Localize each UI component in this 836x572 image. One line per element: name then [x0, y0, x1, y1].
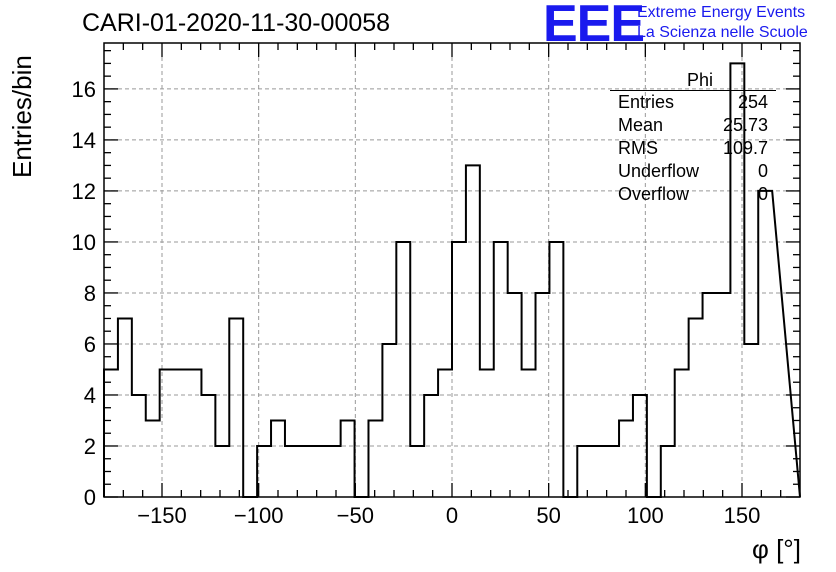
stats-label: Overflow: [618, 184, 690, 204]
stats-value: 0: [757, 184, 768, 204]
stats-label: Entries: [618, 92, 675, 112]
x-tick-label: 50: [536, 503, 560, 528]
histogram-bar: [605, 446, 619, 497]
histogram-bar: [577, 446, 591, 497]
x-tick-label: −150: [137, 503, 187, 528]
stats-row-mean: Mean 25.73: [610, 114, 776, 137]
histogram-bar: [215, 446, 229, 497]
histogram-bar: [229, 318, 243, 497]
y-tick-label: 12: [72, 179, 96, 204]
histogram-bar: [382, 344, 396, 497]
histogram-bar: [522, 369, 536, 497]
y-tick-label: 0: [84, 485, 96, 510]
stats-label: RMS: [618, 138, 658, 158]
chart-title: CARI-01-2020-11-30-00058: [82, 9, 391, 37]
histogram-bar: [299, 446, 313, 497]
histogram-bar: [188, 369, 202, 497]
stats-value: 25.73: [722, 115, 768, 135]
y-tick-label: 8: [84, 281, 96, 306]
histogram-bar: [744, 344, 758, 497]
histogram-bar: [118, 318, 132, 497]
histogram-bar: [271, 420, 285, 497]
y-tick-label: 16: [72, 77, 96, 102]
histogram-bar: [285, 446, 299, 497]
histogram-bar: [438, 369, 452, 497]
histogram-bar: [480, 369, 494, 497]
y-tick-label: 14: [72, 128, 96, 153]
stats-row-rms: RMS 109.7: [610, 137, 776, 160]
x-tick-label: 150: [724, 503, 761, 528]
stats-title: Phi: [610, 70, 776, 91]
y-tick-label: 10: [72, 230, 96, 255]
stats-label: Mean: [618, 115, 664, 135]
eee-logo: EEE: [543, 0, 645, 53]
histogram-bar: [146, 420, 160, 497]
histogram-bar: [466, 165, 480, 497]
logo-line-1: Extreme Energy Events: [637, 4, 806, 21]
histogram-bar: [174, 369, 188, 497]
stats-value: 254: [737, 92, 768, 112]
stats-value: 0: [757, 161, 768, 181]
stats-label: Underflow: [618, 161, 700, 181]
histogram-bar: [494, 242, 508, 497]
histogram-bar: [396, 242, 410, 497]
y-tick-label: 4: [84, 383, 96, 408]
y-tick-label: 6: [84, 332, 96, 357]
histogram-bar: [341, 420, 355, 497]
y-tick-label: 2: [84, 434, 96, 459]
x-tick-label: −50: [337, 503, 374, 528]
histogram-bar: [619, 420, 633, 497]
x-tick-label: 100: [627, 503, 664, 528]
x-axis-label: φ [°]: [752, 534, 801, 564]
stats-box: Phi Entries 254 Mean 25.73 RMS 109.7 Underflow…: [610, 70, 776, 206]
histogram-bar: [549, 242, 563, 497]
histogram-bar: [675, 369, 689, 497]
stats-rows: Entries 254 Mean 25.73 RMS 109.7 Underflow 0 Ove…: [610, 91, 776, 206]
stats-row-entries: Entries 254: [610, 91, 776, 114]
histogram-bar: [368, 420, 382, 497]
stats-value: 109.7: [722, 138, 768, 158]
histogram-bar: [327, 446, 341, 497]
histogram-bar: [661, 446, 675, 497]
logo-line-2: La Scienza nelle Scuole: [637, 24, 808, 41]
histogram-outline: [103, 62, 801, 498]
histogram-bar: [591, 446, 605, 497]
histogram-bar: [452, 242, 466, 497]
x-tick-label: 0: [446, 503, 458, 528]
x-tick-label: −100: [234, 503, 284, 528]
stats-row-overflow: Overflow 0: [610, 183, 776, 206]
histogram-bar: [689, 318, 703, 497]
stats-row-underflow: Underflow 0: [610, 160, 776, 183]
histogram-bar: [410, 446, 424, 497]
histogram-bar: [313, 446, 327, 497]
